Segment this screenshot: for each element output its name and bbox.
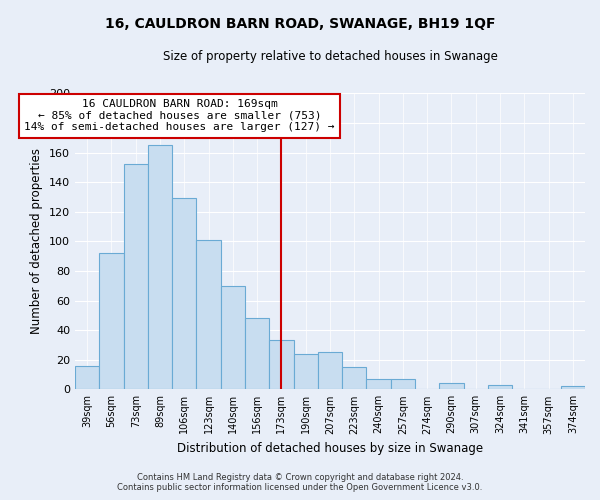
Bar: [172, 198, 196, 390]
Text: 16 CAULDRON BARN ROAD: 169sqm
← 85% of detached houses are smaller (753)
14% of : 16 CAULDRON BARN ROAD: 169sqm ← 85% of d…: [24, 100, 335, 132]
Bar: [196, 240, 221, 390]
Bar: [367, 379, 391, 390]
Bar: [318, 352, 342, 390]
Text: Contains HM Land Registry data © Crown copyright and database right 2024.
Contai: Contains HM Land Registry data © Crown c…: [118, 473, 482, 492]
Bar: [488, 385, 512, 390]
Bar: [221, 286, 245, 390]
Bar: [391, 379, 415, 390]
Bar: [561, 386, 585, 390]
Bar: [148, 145, 172, 390]
Y-axis label: Number of detached properties: Number of detached properties: [31, 148, 43, 334]
Bar: [342, 367, 367, 390]
Bar: [124, 164, 148, 390]
Bar: [293, 354, 318, 390]
Title: Size of property relative to detached houses in Swanage: Size of property relative to detached ho…: [163, 50, 497, 63]
Bar: [75, 366, 100, 390]
Bar: [245, 318, 269, 390]
Bar: [269, 340, 293, 390]
Bar: [439, 384, 464, 390]
Text: 16, CAULDRON BARN ROAD, SWANAGE, BH19 1QF: 16, CAULDRON BARN ROAD, SWANAGE, BH19 1Q…: [105, 18, 495, 32]
X-axis label: Distribution of detached houses by size in Swanage: Distribution of detached houses by size …: [177, 442, 483, 455]
Bar: [100, 253, 124, 390]
